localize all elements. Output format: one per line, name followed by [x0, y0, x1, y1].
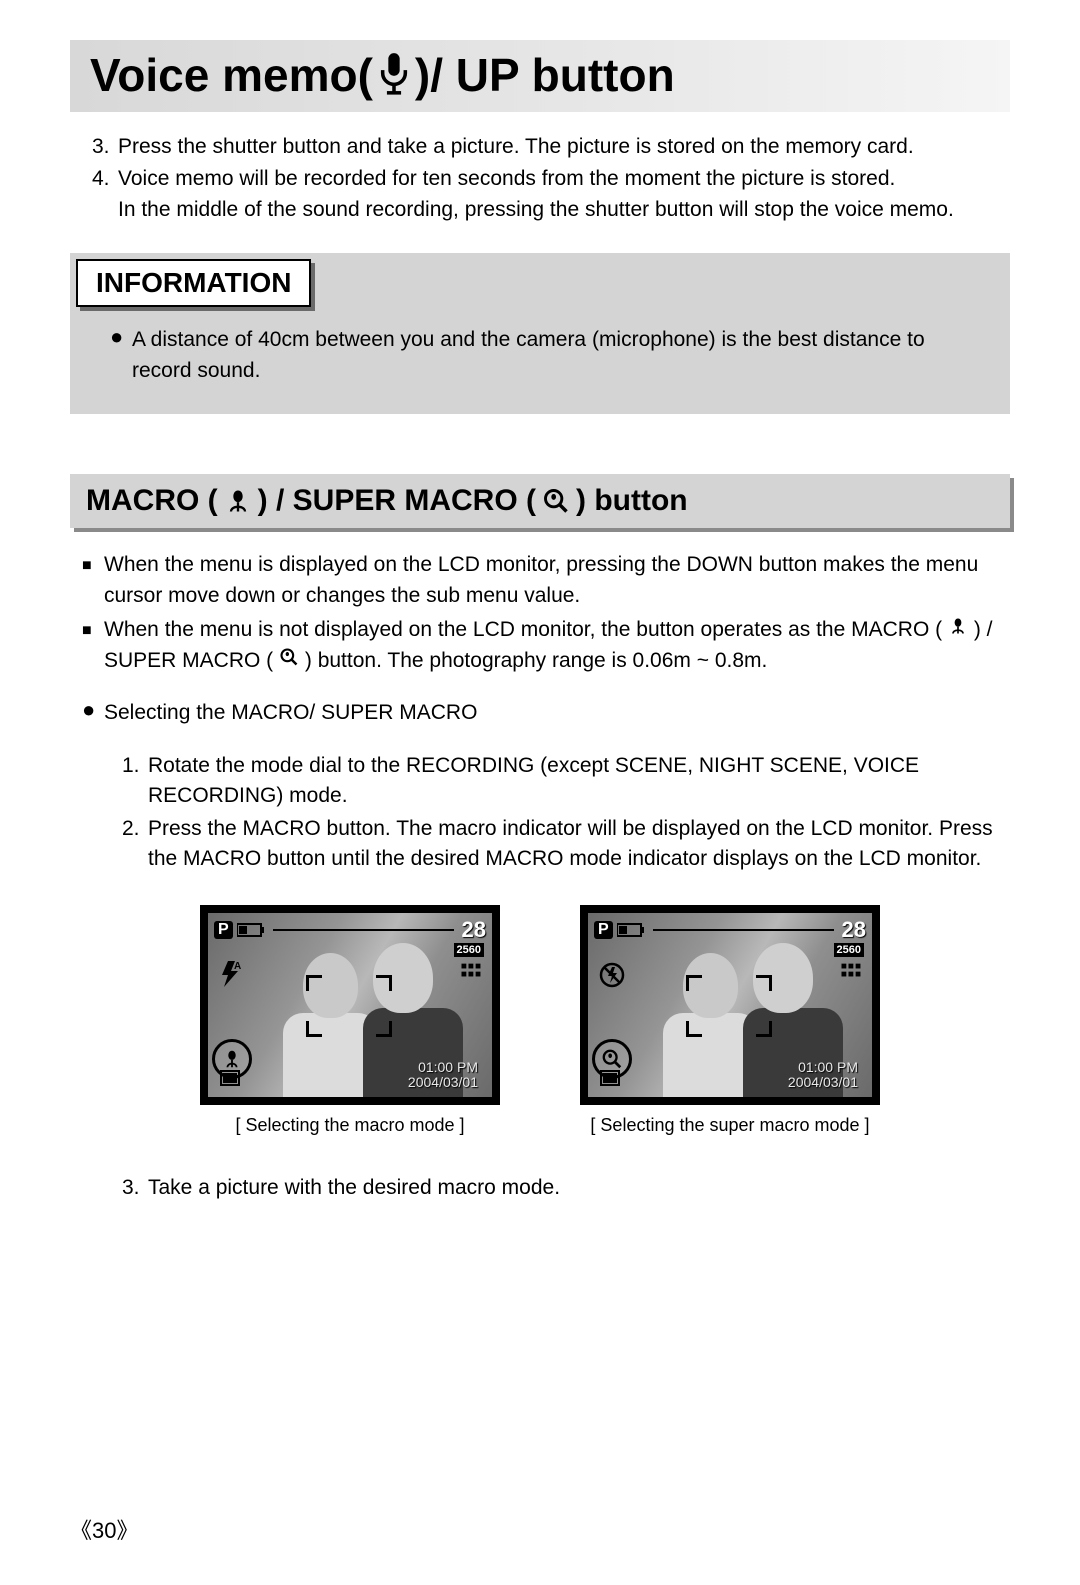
- focus-bracket: [756, 1021, 772, 1037]
- mode-indicator: P: [214, 921, 233, 939]
- memory-card-icon: [600, 1070, 620, 1091]
- page-number: 《30》: [70, 1513, 139, 1545]
- super-macro-icon: [601, 1048, 623, 1070]
- step-number: 3.: [92, 132, 118, 162]
- lcd-screenshots: P 28 2560 ■■■■■■ A 01:: [70, 905, 1010, 1136]
- step-text: Press the MACRO button. The macro indica…: [148, 814, 1010, 875]
- square-bullet-icon: ■: [82, 615, 104, 676]
- focus-bracket: [306, 975, 322, 991]
- para-text: When the menu is displayed on the LCD mo…: [104, 550, 1010, 611]
- text-segment: When the menu is not displayed on the LC…: [104, 618, 942, 641]
- focus-bracket: [376, 1021, 392, 1037]
- flash-off-icon: [598, 961, 626, 994]
- lcd-screen: P 28 2560 ■■■■■■ A 01:: [200, 905, 500, 1105]
- para-text: When the menu is not displayed on the LC…: [104, 615, 1010, 676]
- voice-memo-steps: 3. Press the shutter button and take a p…: [92, 132, 1010, 225]
- screenshot-caption: [ Selecting the macro mode ]: [200, 1115, 500, 1136]
- heading-part: ) / SUPER MACRO (: [258, 484, 536, 518]
- heading-part: ) button: [576, 484, 688, 518]
- information-box: INFORMATION ● A distance of 40cm between…: [70, 253, 1010, 414]
- battery-icon: [617, 923, 645, 937]
- screenshot-caption: [ Selecting the super macro mode ]: [580, 1115, 880, 1136]
- svg-text:A: A: [234, 961, 241, 972]
- page-number-value: 30: [92, 1518, 116, 1543]
- step-number: 4.: [92, 164, 118, 225]
- shots-remaining: 28: [462, 917, 486, 943]
- tulip-icon: [221, 1048, 243, 1070]
- resolution-indicator: 2560: [834, 943, 864, 957]
- step-text: Press the shutter button and take a pict…: [118, 132, 1010, 162]
- step-line: In the middle of the sound recording, pr…: [118, 198, 954, 221]
- tulip-icon: [224, 487, 252, 515]
- focus-bracket: [686, 1021, 702, 1037]
- step-line: Voice memo will be recorded for ten seco…: [118, 167, 895, 190]
- date-text: 2004/03/01: [788, 1074, 858, 1090]
- manual-page: Voice memo( )/ UP button 3. Press the sh…: [0, 0, 1080, 1260]
- focus-bracket: [686, 975, 702, 991]
- selecting-steps: 1. Rotate the mode dial to the RECORDING…: [122, 751, 1010, 875]
- heading-part: MACRO (: [86, 484, 218, 518]
- datetime-display: 01:00 PM 2004/03/01: [788, 1060, 858, 1091]
- page-title-bar: Voice memo( )/ UP button: [70, 40, 1010, 112]
- battery-icon: [237, 923, 265, 937]
- shots-remaining: 28: [842, 917, 866, 943]
- lcd-top-bar: P 28: [214, 917, 486, 943]
- selecting-heading: Selecting the MACRO/ SUPER MACRO: [104, 698, 1010, 728]
- bullet-icon: ●: [110, 325, 132, 386]
- super-macro-icon: [542, 487, 570, 515]
- microphone-icon: [377, 50, 411, 101]
- resolution-indicator: 2560: [454, 943, 484, 957]
- time-text: 01:00 PM: [798, 1059, 858, 1075]
- step-text: Voice memo will be recorded for ten seco…: [118, 164, 1010, 225]
- memory-card-icon: [220, 1070, 240, 1091]
- focus-bracket: [306, 1021, 322, 1037]
- datetime-display: 01:00 PM 2004/03/01: [408, 1060, 478, 1091]
- time-text: 01:00 PM: [418, 1059, 478, 1075]
- macro-description: ■ When the menu is displayed on the LCD …: [82, 550, 1010, 676]
- step-number: 1.: [122, 751, 148, 812]
- divider: [273, 929, 454, 931]
- focus-bracket: [756, 975, 772, 991]
- lcd-screen: P 28 2560 ■■■■■■ 01:0: [580, 905, 880, 1105]
- information-heading: INFORMATION: [76, 259, 311, 307]
- tulip-icon: [948, 615, 968, 645]
- auto-flash-icon: A: [218, 959, 244, 994]
- mode-indicator: P: [594, 921, 613, 939]
- square-bullet-icon: ■: [82, 550, 104, 611]
- quality-icon: ■■■■■■: [461, 963, 482, 979]
- date-text: 2004/03/01: [408, 1074, 478, 1090]
- step-text: Take a picture with the desired macro mo…: [148, 1176, 560, 1200]
- info-text: A distance of 40cm between you and the c…: [132, 325, 982, 386]
- step-text: Rotate the mode dial to the RECORDING (e…: [148, 751, 1010, 812]
- super-macro-icon: [279, 646, 299, 676]
- step-number: 3.: [122, 1176, 148, 1200]
- step-3: 3. Take a picture with the desired macro…: [122, 1176, 1010, 1200]
- title-part1: Voice memo(: [90, 48, 373, 102]
- step-number: 2.: [122, 814, 148, 875]
- title-part2: )/ UP button: [415, 48, 675, 102]
- selecting-macro: ● Selecting the MACRO/ SUPER MACRO: [82, 698, 1010, 728]
- macro-section-heading: MACRO ( ) / SUPER MACRO ( ) button: [70, 474, 1010, 528]
- quality-icon: ■■■■■■: [841, 963, 862, 979]
- bullet-icon: ●: [82, 698, 104, 728]
- divider: [653, 929, 834, 931]
- macro-mode-screenshot: P 28 2560 ■■■■■■ A 01:: [200, 905, 500, 1136]
- lcd-top-bar: P 28: [594, 917, 866, 943]
- focus-bracket: [376, 975, 392, 991]
- text-segment: ) button. The photography range is 0.06m…: [305, 649, 767, 672]
- super-macro-mode-screenshot: P 28 2560 ■■■■■■ 01:0: [580, 905, 880, 1136]
